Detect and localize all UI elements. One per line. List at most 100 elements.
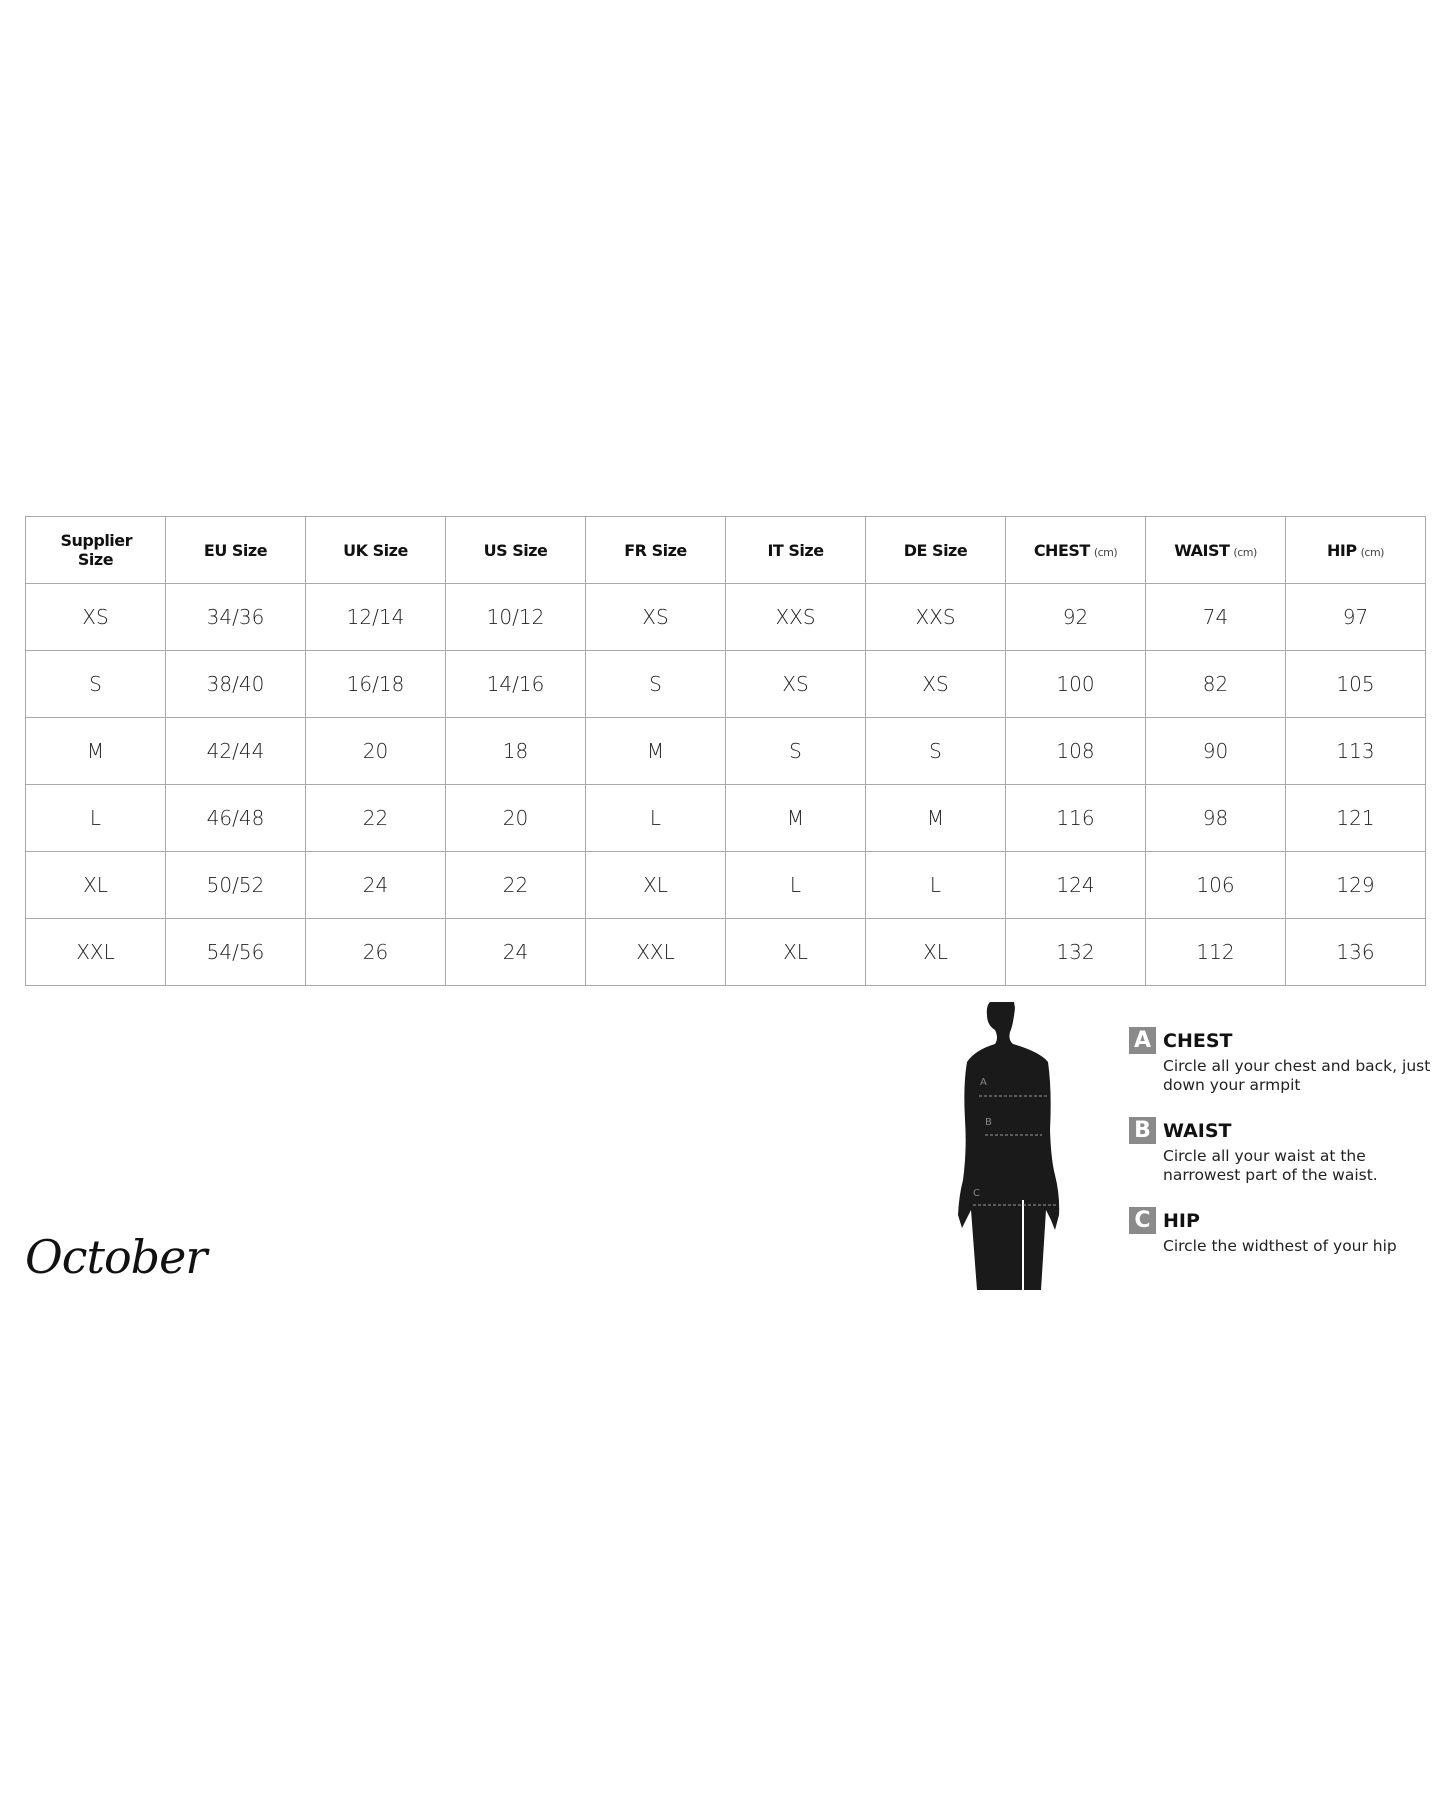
table-row: XS 34/36 12/14 10/12 XS XXS XXS 92 74 97 — [25, 583, 1426, 651]
table-cell: 82 — [1145, 650, 1286, 718]
size-chart-table: Supplier Size EU Size UK Size US Size FR Siz… — [25, 516, 1426, 986]
header-label: EU Size — [203, 540, 268, 560]
table-row: S 38/40 16/18 14/16 S XS XS 100 82 105 — [25, 650, 1426, 718]
legend-title: HIP — [1163, 1209, 1200, 1232]
table-cell: 20 — [445, 784, 586, 852]
table-cell: S — [25, 650, 166, 718]
table-cell: 22 — [305, 784, 446, 852]
table-cell: XXL — [585, 918, 726, 986]
table-cell: XL — [865, 918, 1006, 986]
table-cell: 74 — [1145, 583, 1286, 651]
marker-a: A — [980, 1077, 987, 1088]
table-cell: 136 — [1285, 918, 1426, 986]
table-cell: 54/56 — [165, 918, 306, 986]
header-label: UK Size — [343, 540, 408, 560]
table-cell: XL — [585, 851, 726, 919]
column-header: US Size — [445, 516, 586, 584]
legend-item-waist: B WAIST Circle all your waist at the narr… — [1129, 1117, 1439, 1185]
column-header: FR Size — [585, 516, 726, 584]
column-header: DE Size — [865, 516, 1006, 584]
badge-a: A — [1129, 1027, 1156, 1054]
table-cell: S — [865, 717, 1006, 785]
table-cell: M — [25, 717, 166, 785]
legend-desc: Circle the widthest of your hip — [1163, 1237, 1397, 1255]
table-cell: M — [585, 717, 726, 785]
table-cell: 92 — [1005, 583, 1146, 651]
header-label: HIP — [1327, 540, 1357, 560]
table-cell: 22 — [445, 851, 586, 919]
table-row: XL 50/52 24 22 XL L L 124 106 129 — [25, 851, 1426, 919]
table-cell: 100 — [1005, 650, 1146, 718]
brand-logo: October — [25, 1230, 207, 1284]
header-label: DE Size — [903, 540, 968, 560]
marker-b: B — [985, 1117, 992, 1128]
table-cell: 116 — [1005, 784, 1146, 852]
table-cell: 34/36 — [165, 583, 306, 651]
table-cell: XXS — [865, 583, 1006, 651]
column-header: UK Size — [305, 516, 446, 584]
table-cell: XS — [585, 583, 726, 651]
legend-title: CHEST — [1163, 1029, 1233, 1052]
table-cell: 132 — [1005, 918, 1146, 986]
table-cell: L — [865, 851, 1006, 919]
table-cell: 124 — [1005, 851, 1146, 919]
table-header-row: Supplier Size EU Size UK Size US Size FR Siz… — [25, 516, 1426, 584]
header-label: CHEST — [1033, 540, 1091, 560]
table-cell: 121 — [1285, 784, 1426, 852]
body-silhouette-icon: A B C — [958, 1002, 1060, 1290]
legend-item-chest: A CHEST Circle all your chest and back, j… — [1129, 1027, 1439, 1095]
table-cell: S — [725, 717, 866, 785]
column-header: CHEST (cm) — [1005, 516, 1146, 584]
table-cell: XS — [25, 583, 166, 651]
table-cell: 112 — [1145, 918, 1286, 986]
table-cell: 97 — [1285, 583, 1426, 651]
legend-title: WAIST — [1163, 1119, 1232, 1142]
badge-b: B — [1129, 1117, 1156, 1144]
header-unit: (cm) — [1093, 545, 1118, 559]
table-cell: 14/16 — [445, 650, 586, 718]
table-cell: M — [865, 784, 1006, 852]
marker-c: C — [973, 1188, 980, 1199]
table-cell: S — [585, 650, 726, 718]
legend-item-hip: C HIP Circle the widthest of your hip — [1129, 1207, 1439, 1256]
table-cell: 46/48 — [165, 784, 306, 852]
table-row: XXL 54/56 26 24 XXL XL XL 132 112 136 — [25, 918, 1426, 986]
table-cell: XXL — [25, 918, 166, 986]
table-cell: 20 — [305, 717, 446, 785]
table-cell: L — [25, 784, 166, 852]
table-cell: 108 — [1005, 717, 1146, 785]
legend-desc: Circle all your chest and back, just dow… — [1163, 1057, 1431, 1094]
header-label: FR Size — [624, 540, 687, 560]
table-cell: 98 — [1145, 784, 1286, 852]
table-cell: 38/40 — [165, 650, 306, 718]
table-cell: 106 — [1145, 851, 1286, 919]
table-cell: 10/12 — [445, 583, 586, 651]
legend-desc: Circle all your waist at the narrowest p… — [1163, 1147, 1378, 1184]
table-cell: 90 — [1145, 717, 1286, 785]
column-header: EU Size — [165, 516, 306, 584]
header-label: IT Size — [767, 540, 824, 560]
table-row: M 42/44 20 18 M S S 108 90 113 — [25, 717, 1426, 785]
table-cell: M — [725, 784, 866, 852]
table-cell: 26 — [305, 918, 446, 986]
table-cell: 24 — [305, 851, 446, 919]
column-header: Supplier Size — [25, 516, 166, 584]
table-cell: 129 — [1285, 851, 1426, 919]
table-cell: 16/18 — [305, 650, 446, 718]
table-cell: XXS — [725, 583, 866, 651]
table-cell: 50/52 — [165, 851, 306, 919]
table-row: L 46/48 22 20 L M M 116 98 121 — [25, 784, 1426, 852]
table-cell: XL — [725, 918, 866, 986]
table-cell: XL — [25, 851, 166, 919]
header-label: Supplier Size — [60, 531, 133, 569]
column-header: IT Size — [725, 516, 866, 584]
table-cell: 12/14 — [305, 583, 446, 651]
table-cell: 18 — [445, 717, 586, 785]
table-cell: XS — [865, 650, 1006, 718]
table-cell: 113 — [1285, 717, 1426, 785]
column-header: WAIST (cm) — [1145, 516, 1286, 584]
header-unit: (cm) — [1360, 545, 1385, 559]
table-cell: XS — [725, 650, 866, 718]
body-silhouette-figure: A B C — [955, 1000, 1095, 1290]
column-header: HIP (cm) — [1285, 516, 1426, 584]
